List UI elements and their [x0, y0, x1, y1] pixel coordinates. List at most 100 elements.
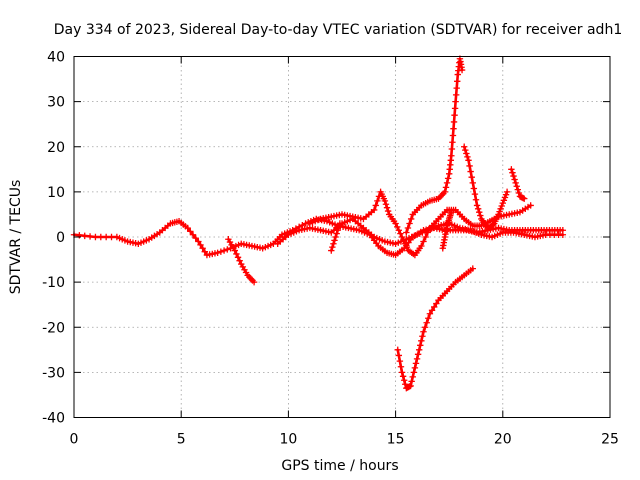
data-point [417, 342, 424, 349]
data-point [512, 179, 519, 187]
data-point [471, 190, 479, 198]
x-tick-label: 25 [601, 432, 619, 448]
data-point [449, 132, 457, 139]
data-point [332, 233, 339, 241]
data-point [397, 230, 404, 237]
data-point [413, 355, 421, 363]
data-point [426, 310, 434, 317]
series-track-2 [225, 236, 258, 286]
x-tick-label: 5 [177, 432, 186, 448]
data-point [425, 315, 432, 322]
data-point [383, 204, 391, 211]
data-point [333, 230, 340, 237]
data-point [329, 243, 336, 251]
data-point [189, 231, 197, 238]
data-point [463, 150, 470, 157]
data-point [464, 153, 471, 161]
data-point [452, 91, 460, 99]
data-point [410, 369, 418, 376]
y-tick-label: 40 [47, 50, 65, 66]
data-point [406, 220, 413, 227]
data-point [527, 202, 534, 209]
data-point [442, 184, 450, 191]
data-point [195, 238, 202, 245]
data-points [70, 55, 567, 392]
data-point [514, 186, 522, 193]
data-point [476, 208, 483, 216]
data-point [451, 111, 458, 119]
x-tick-label: 10 [279, 432, 297, 448]
series-trace [405, 57, 464, 234]
data-point [496, 208, 503, 215]
data-point [500, 197, 508, 204]
data-point [81, 232, 88, 240]
data-point [370, 206, 378, 214]
data-point [559, 231, 567, 238]
data-point [502, 191, 510, 198]
data-point [503, 188, 511, 196]
data-point [489, 221, 497, 228]
data-point [331, 237, 338, 244]
data-point [214, 249, 221, 256]
x-tick-label: 15 [387, 432, 405, 448]
series-track-8 [394, 265, 476, 392]
y-axis-label: SDTVAR / TECUs [8, 180, 24, 295]
y-tick-label: -10 [42, 275, 65, 291]
data-point [398, 369, 406, 376]
data-point [184, 224, 191, 232]
data-point [192, 234, 199, 242]
data-point [201, 248, 208, 255]
data-point [408, 378, 415, 385]
data-point [513, 183, 520, 190]
data-point [402, 381, 409, 388]
y-tick-label: -20 [42, 320, 65, 336]
data-point [477, 212, 484, 219]
data-point [420, 238, 427, 245]
data-point [449, 139, 456, 146]
data-point [220, 247, 228, 254]
y-tick-labels: -40 -30 -20 -10 0 10 20 30 40 [42, 50, 65, 427]
data-point [328, 247, 335, 254]
data-point [448, 145, 456, 153]
data-point [236, 257, 243, 264]
data-point [233, 250, 240, 258]
data-point [444, 175, 452, 182]
data-point [407, 215, 415, 223]
data-point [428, 307, 436, 314]
data-point [433, 300, 440, 307]
series-track-3 [306, 188, 534, 259]
data-point [411, 364, 419, 372]
data-point [420, 328, 427, 335]
data-point [495, 211, 502, 218]
y-tick-label: 30 [47, 95, 65, 111]
data-point [466, 162, 473, 170]
data-point [86, 233, 94, 240]
data-point [421, 324, 429, 331]
data-point [423, 319, 430, 326]
data-point [409, 373, 416, 381]
data-point [450, 118, 458, 126]
y-tick-label: 0 [56, 230, 65, 246]
data-point [384, 207, 392, 215]
series-track-9 [439, 208, 455, 252]
data-point [398, 233, 406, 241]
data-point [217, 248, 225, 255]
data-point [224, 246, 231, 253]
data-point [382, 201, 390, 208]
data-point [374, 197, 381, 205]
data-point [458, 66, 466, 74]
data-point [474, 205, 482, 212]
data-point [470, 185, 478, 192]
data-point [451, 105, 459, 112]
data-point [234, 254, 242, 261]
data-point [397, 363, 405, 370]
data-point [250, 278, 258, 286]
data-point [499, 199, 506, 207]
data-point [97, 233, 104, 241]
axis-ticks [73, 56, 611, 418]
data-point [403, 229, 410, 236]
x-tick-label: 0 [70, 432, 79, 448]
data-point [452, 98, 459, 105]
data-point [461, 143, 468, 150]
